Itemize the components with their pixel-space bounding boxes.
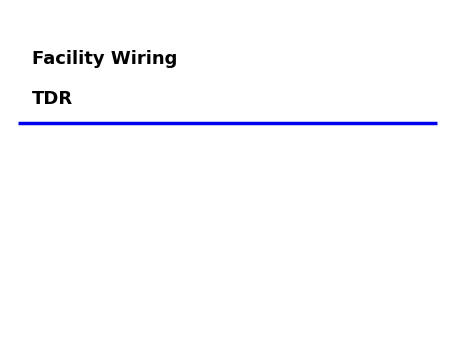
Text: Facility Wiring: Facility Wiring	[32, 50, 177, 68]
Text: TDR: TDR	[32, 90, 72, 108]
